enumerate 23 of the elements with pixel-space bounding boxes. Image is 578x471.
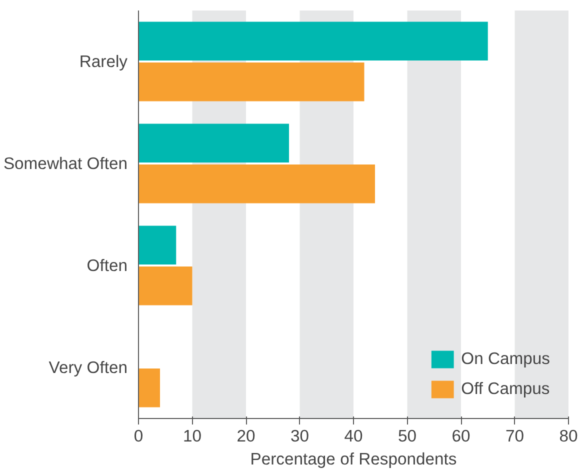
x-axis-title: Percentage of Respondents <box>250 450 457 468</box>
y-tick-label: Very Often <box>48 358 128 377</box>
x-tick-label: 50 <box>398 426 417 446</box>
bar <box>138 62 364 102</box>
x-tick-label: 80 <box>559 426 578 446</box>
x-tick-label: 40 <box>344 426 363 446</box>
bar <box>138 226 176 264</box>
x-tick-label: 30 <box>290 426 310 446</box>
y-tick-label: Somewhat Often <box>3 154 128 173</box>
bar <box>138 266 192 306</box>
legend-label: On Campus <box>461 349 550 369</box>
bar <box>138 22 488 60</box>
x-tick-label: 70 <box>505 426 524 446</box>
x-tick-label: 60 <box>452 426 470 446</box>
y-tick-label: Often <box>86 256 128 275</box>
bar <box>138 368 160 408</box>
x-tick-label: 0 <box>134 426 144 446</box>
y-tick-label: Rarely <box>79 52 128 71</box>
x-tick-label: 10 <box>182 426 202 446</box>
bar <box>138 124 289 162</box>
bar <box>138 164 375 204</box>
legend-label: Off Campus <box>461 379 550 399</box>
x-tick-label: 20 <box>236 426 256 446</box>
